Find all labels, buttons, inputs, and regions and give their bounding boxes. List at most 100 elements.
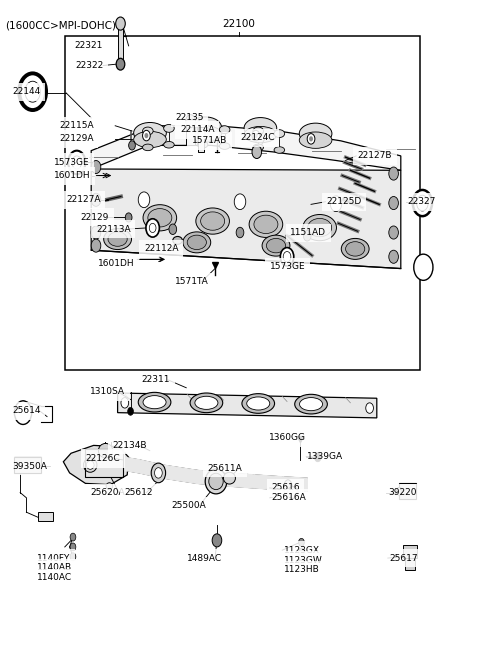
Ellipse shape: [249, 211, 283, 238]
Text: 25616: 25616: [271, 483, 300, 493]
Circle shape: [68, 151, 85, 174]
Circle shape: [121, 398, 129, 408]
Text: 1123GX: 1123GX: [284, 546, 320, 555]
Circle shape: [252, 145, 262, 159]
Ellipse shape: [86, 461, 94, 469]
Circle shape: [414, 254, 433, 280]
Circle shape: [155, 468, 162, 478]
Text: 1151AD: 1151AD: [290, 228, 326, 237]
Text: 1571TA: 1571TA: [175, 277, 209, 286]
Polygon shape: [197, 470, 226, 486]
Circle shape: [91, 193, 101, 206]
Ellipse shape: [254, 215, 278, 233]
Bar: [198, 127, 204, 152]
Text: 1571AB: 1571AB: [192, 136, 227, 145]
Ellipse shape: [274, 147, 285, 153]
Text: 39350A: 39350A: [12, 462, 47, 471]
Text: 1573GE: 1573GE: [270, 262, 305, 271]
Ellipse shape: [108, 232, 127, 246]
Polygon shape: [63, 445, 129, 485]
Ellipse shape: [197, 141, 208, 148]
Text: 22124C: 22124C: [240, 133, 275, 142]
Ellipse shape: [84, 458, 97, 472]
Text: 22127A: 22127A: [66, 195, 101, 204]
Ellipse shape: [300, 132, 332, 149]
Ellipse shape: [247, 397, 270, 410]
Circle shape: [70, 543, 76, 551]
Circle shape: [91, 160, 101, 174]
Text: 1140FY: 1140FY: [37, 553, 71, 563]
Ellipse shape: [189, 126, 221, 142]
Text: 22134B: 22134B: [113, 441, 147, 450]
Ellipse shape: [266, 238, 286, 253]
Text: 22114A: 22114A: [180, 125, 215, 134]
Text: 22127B: 22127B: [358, 151, 392, 160]
Ellipse shape: [133, 122, 166, 143]
Circle shape: [417, 195, 428, 211]
Circle shape: [309, 136, 313, 141]
Text: 22144: 22144: [12, 87, 40, 96]
Text: 22129A: 22129A: [59, 134, 94, 143]
Ellipse shape: [300, 123, 332, 144]
Bar: [399, 483, 416, 499]
Ellipse shape: [197, 124, 208, 132]
Circle shape: [128, 407, 133, 415]
Ellipse shape: [164, 141, 174, 148]
Circle shape: [125, 213, 132, 222]
Text: 1489AC: 1489AC: [187, 553, 222, 563]
Text: 22129: 22129: [81, 213, 109, 222]
Text: 25616A: 25616A: [271, 493, 306, 502]
Circle shape: [389, 226, 398, 239]
Bar: [403, 545, 417, 558]
Text: 22113A: 22113A: [96, 225, 131, 234]
Text: 22322: 22322: [75, 61, 103, 70]
Ellipse shape: [148, 208, 172, 227]
Ellipse shape: [288, 487, 298, 498]
Ellipse shape: [201, 212, 225, 231]
Circle shape: [129, 141, 135, 150]
Text: 22135: 22135: [175, 113, 204, 122]
Circle shape: [200, 131, 204, 136]
Text: 25617: 25617: [390, 553, 419, 563]
Ellipse shape: [106, 483, 113, 489]
Circle shape: [198, 128, 205, 139]
Circle shape: [303, 231, 311, 241]
Ellipse shape: [244, 126, 276, 143]
Circle shape: [72, 156, 82, 169]
Circle shape: [143, 130, 150, 141]
Ellipse shape: [396, 487, 402, 495]
Circle shape: [307, 134, 315, 144]
Text: 1140AB: 1140AB: [37, 563, 72, 572]
Text: 22125D: 22125D: [326, 197, 361, 206]
Circle shape: [116, 17, 125, 30]
Circle shape: [25, 81, 40, 102]
Ellipse shape: [133, 131, 166, 148]
Ellipse shape: [195, 396, 218, 409]
Ellipse shape: [205, 469, 227, 494]
Circle shape: [146, 219, 159, 237]
Text: 22311: 22311: [142, 375, 170, 384]
Circle shape: [389, 167, 398, 180]
Text: 22112A: 22112A: [144, 244, 179, 253]
Circle shape: [283, 252, 291, 262]
Ellipse shape: [183, 232, 211, 253]
Text: 25620A: 25620A: [90, 488, 125, 497]
Circle shape: [19, 73, 46, 110]
Text: 22321: 22321: [75, 41, 103, 50]
Polygon shape: [226, 473, 254, 488]
Ellipse shape: [244, 118, 276, 139]
Circle shape: [14, 401, 32, 424]
Text: A: A: [420, 263, 426, 272]
Text: 1123GW: 1123GW: [284, 555, 323, 565]
Ellipse shape: [219, 126, 230, 134]
Polygon shape: [139, 460, 163, 478]
Circle shape: [299, 538, 304, 546]
Ellipse shape: [143, 204, 177, 231]
Circle shape: [169, 224, 177, 234]
Bar: [118, 25, 123, 59]
Bar: [85, 449, 123, 477]
Circle shape: [186, 115, 195, 128]
Ellipse shape: [242, 394, 275, 413]
Text: 1123HB: 1123HB: [284, 565, 320, 574]
Ellipse shape: [189, 117, 221, 138]
